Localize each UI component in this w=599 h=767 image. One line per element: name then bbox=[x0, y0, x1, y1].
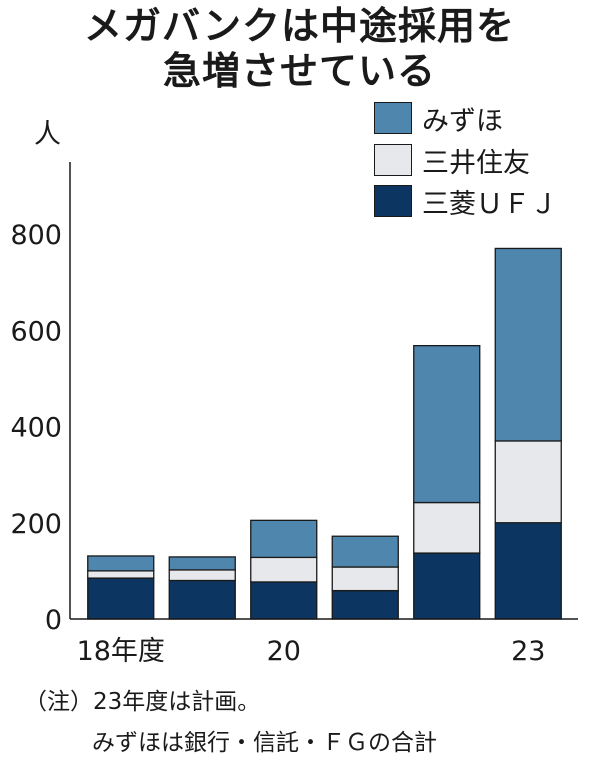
legend-swatch-mufg bbox=[374, 185, 412, 217]
x-tick-label: 23 bbox=[511, 636, 545, 667]
chart-title-line2: 急増させている bbox=[162, 49, 436, 93]
bar-segment-1 bbox=[250, 556, 318, 583]
y-tick-label: 800 bbox=[10, 220, 62, 251]
bar-segment-2 bbox=[168, 556, 236, 571]
bar-segment-0 bbox=[331, 589, 399, 620]
legend-item-mufg: 三菱ＵＦＪ bbox=[374, 183, 557, 220]
bar-segment-0 bbox=[168, 579, 236, 620]
y-tick-label: 200 bbox=[10, 509, 62, 540]
bar-segment-0 bbox=[494, 522, 562, 620]
footnote-line2: みずほは銀行・信託・ＦＧの合計 bbox=[92, 730, 437, 756]
legend-item-mizuho: みずほ bbox=[374, 100, 503, 137]
bar-segment-2 bbox=[413, 344, 481, 504]
bar-segment-0 bbox=[413, 552, 481, 620]
chart-title-line1: メガバンクは中途採用を bbox=[84, 4, 515, 48]
bar-segment-0 bbox=[87, 577, 155, 620]
bar-segment-1 bbox=[168, 569, 236, 582]
legend-swatch-mizuho bbox=[374, 102, 412, 134]
y-tick-label: 0 bbox=[45, 605, 62, 636]
legend-label-mizuho: みずほ bbox=[422, 105, 503, 137]
bar-segment-2 bbox=[250, 519, 318, 559]
legend-label-mufg: 三菱ＵＦＪ bbox=[422, 188, 557, 220]
y-tick-label: 600 bbox=[10, 316, 62, 347]
footnote-line1: （注）23年度は計画。 bbox=[24, 689, 261, 715]
x-tick-label: 18年度 bbox=[77, 636, 165, 667]
x-tick-label: 20 bbox=[267, 636, 301, 667]
legend-item-smbc: 三井住友 bbox=[374, 142, 530, 179]
bar-segment-1 bbox=[413, 501, 481, 554]
y-tick-label: 400 bbox=[10, 413, 62, 444]
bar-segment-2 bbox=[87, 555, 155, 572]
bar-segment-2 bbox=[331, 535, 399, 568]
bar-segment-2 bbox=[494, 247, 562, 442]
bar-segment-0 bbox=[250, 581, 318, 620]
bar-segment-1 bbox=[494, 440, 562, 524]
legend-swatch-smbc bbox=[374, 144, 412, 176]
stacked-bar-chart: 0 200 400 600 800 18年度 20 23 bbox=[10, 162, 578, 667]
bar-segment-1 bbox=[87, 570, 155, 579]
legend-label-smbc: 三井住友 bbox=[422, 147, 530, 179]
y-axis-unit-label: 人 bbox=[34, 119, 61, 150]
bar-segment-1 bbox=[331, 566, 399, 592]
